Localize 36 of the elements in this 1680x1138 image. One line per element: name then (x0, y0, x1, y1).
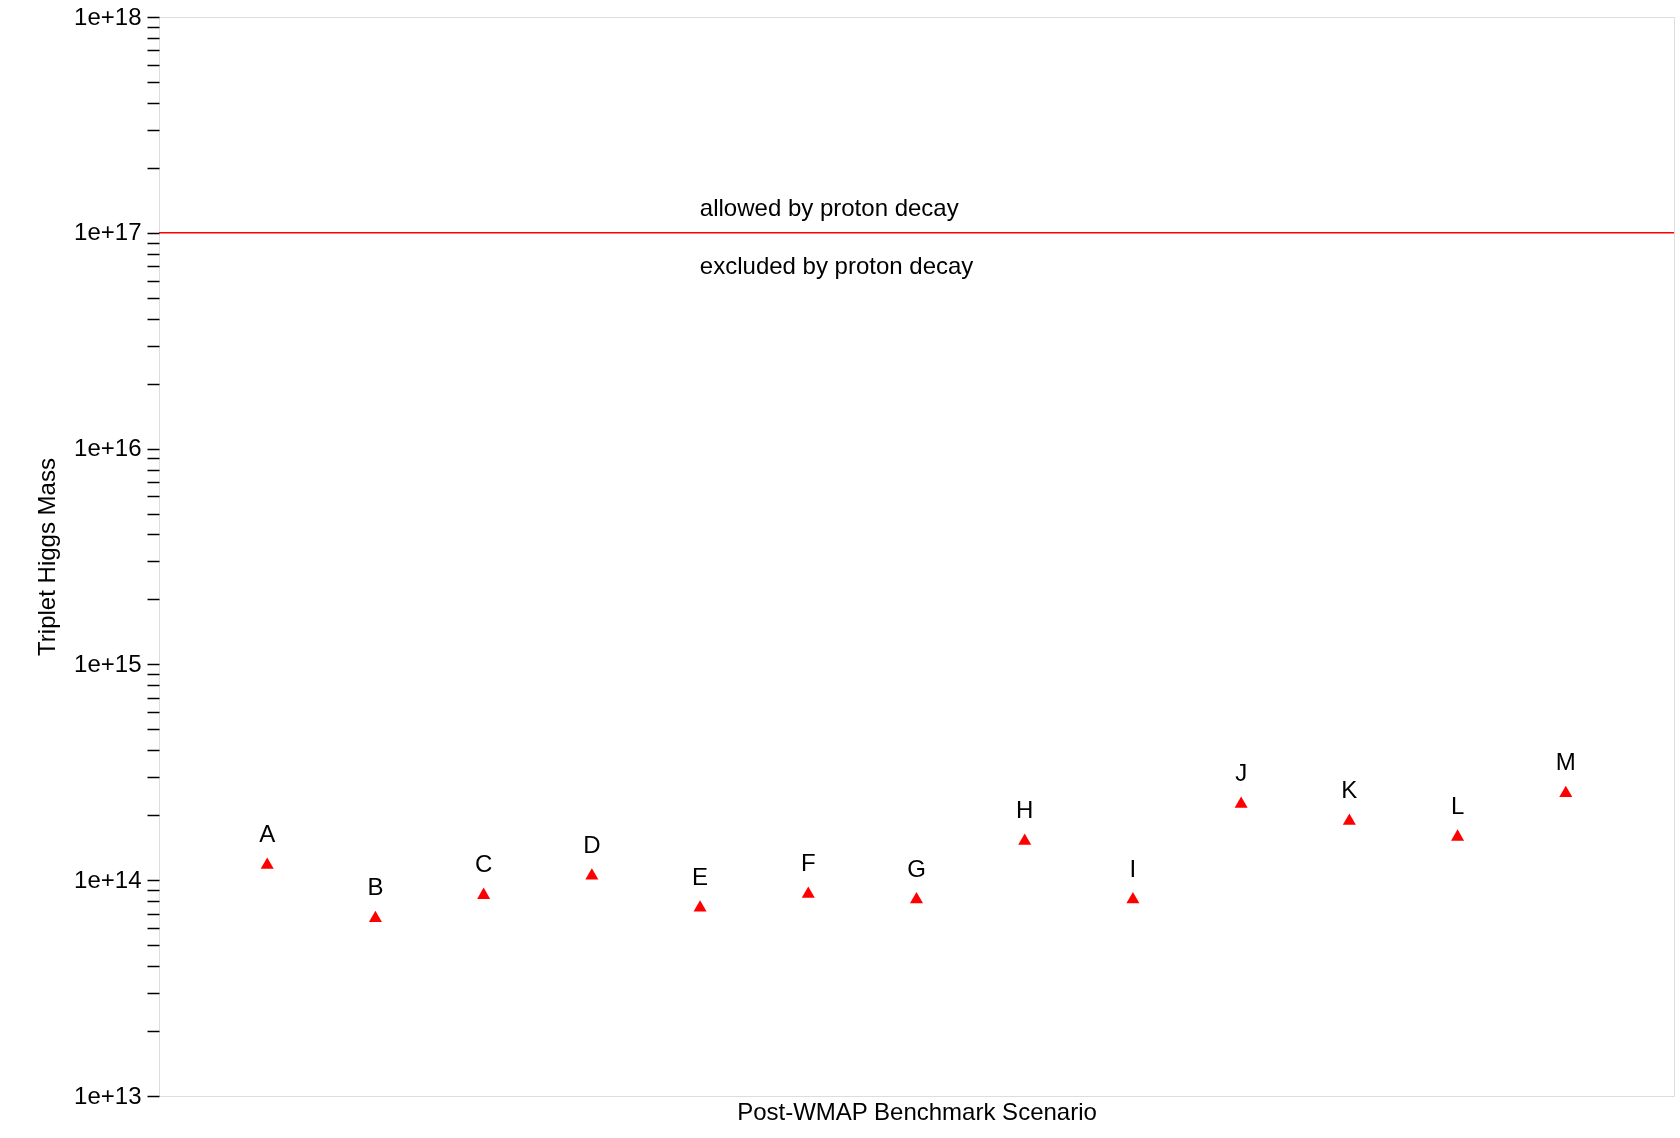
y-tick-label: 1e+15 (74, 649, 142, 677)
x-axis-title: Post-WMAP Benchmark Scenario (737, 1097, 1097, 1125)
annotation: K (1341, 776, 1358, 804)
point (909, 892, 924, 904)
annotation: C (474, 850, 493, 878)
annotation: excluded by proton decay (699, 251, 974, 279)
point (585, 868, 599, 880)
point (477, 887, 491, 899)
annotation: L (1450, 791, 1465, 819)
annotation: J (1235, 759, 1248, 787)
point (1234, 796, 1248, 808)
annotation: F (800, 849, 816, 877)
y-tick-label: 1e+16 (74, 434, 142, 462)
annotation: H (1016, 796, 1034, 824)
annotation: A (259, 820, 276, 848)
y-tick-label: 1e+17 (74, 218, 142, 246)
point (1559, 785, 1573, 798)
annotation: D (583, 830, 601, 858)
y-tick-label: 1e+13 (74, 1081, 142, 1109)
annotation: M (1555, 748, 1576, 776)
point (801, 886, 815, 898)
point (1018, 833, 1032, 845)
point (1126, 892, 1140, 904)
annotation: G (907, 854, 926, 882)
point (693, 900, 707, 912)
y-tick-label: 1e+14 (74, 865, 142, 893)
annotation: B (367, 873, 384, 901)
point (1451, 829, 1465, 841)
annotation: allowed by proton decay (699, 193, 959, 221)
y-axis-title: Triplet Higgs Mass (33, 458, 61, 656)
annotation: E (692, 862, 709, 890)
annotation: I (1129, 854, 1137, 882)
y-tick-label: 1e+18 (74, 2, 142, 30)
point (260, 857, 274, 869)
point (368, 910, 382, 922)
point (1342, 813, 1356, 825)
